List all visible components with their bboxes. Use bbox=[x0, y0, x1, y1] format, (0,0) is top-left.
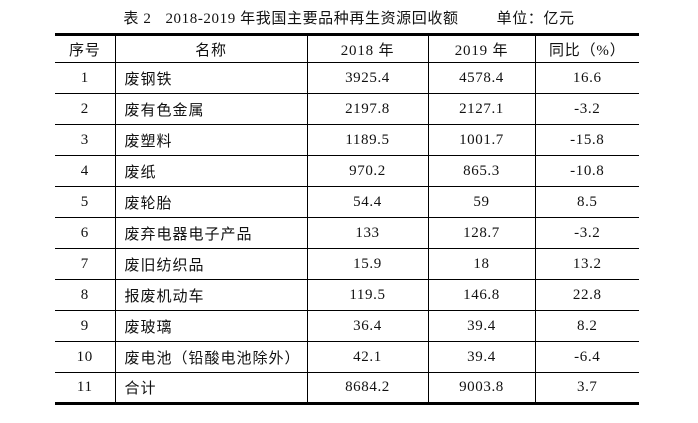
value-2018-cell: 970.2 bbox=[306, 155, 429, 187]
name-cell: 合计 bbox=[114, 372, 308, 404]
table-row: 7 废旧纺织品 15.9 18 13.2 bbox=[55, 248, 639, 280]
row-index-cell: 1 bbox=[55, 62, 116, 94]
row-index-cell: 3 bbox=[55, 124, 116, 156]
value-2018-cell: 3925.4 bbox=[306, 62, 429, 94]
yoy-cell: -3.2 bbox=[534, 93, 639, 125]
name-cell: 废旧纺织品 bbox=[114, 248, 308, 280]
value-2018-cell: 8684.2 bbox=[306, 372, 429, 404]
row-index-cell: 7 bbox=[55, 248, 116, 280]
value-2018-cell: 2197.8 bbox=[306, 93, 429, 125]
table-row: 6 废弃电器电子产品 133 128.7 -3.2 bbox=[55, 217, 639, 249]
value-2019-cell: 9003.8 bbox=[427, 372, 536, 404]
name-cell: 废钢铁 bbox=[114, 62, 308, 94]
name-cell: 报废机动车 bbox=[114, 279, 308, 311]
row-index-cell: 6 bbox=[55, 217, 116, 249]
row-index-cell: 10 bbox=[55, 341, 116, 373]
value-2019-cell: 2127.1 bbox=[427, 93, 536, 125]
table-header-row: 序号 名称 2018 年 2019 年 同比（%） bbox=[55, 34, 639, 63]
yoy-cell: 13.2 bbox=[534, 248, 639, 280]
value-2019-cell: 146.8 bbox=[427, 279, 536, 311]
table-row: 5 废轮胎 54.4 59 8.5 bbox=[55, 186, 639, 218]
table-caption-title: 2018-2019 年我国主要品种再生资源回收额 bbox=[165, 11, 459, 27]
value-2018-cell: 15.9 bbox=[306, 248, 429, 280]
value-2019-cell: 39.4 bbox=[427, 310, 536, 342]
table-row: 9 废玻璃 36.4 39.4 8.2 bbox=[55, 310, 639, 342]
name-cell: 废塑料 bbox=[114, 124, 308, 156]
table-caption-unit: 单位：亿元 bbox=[496, 11, 575, 27]
row-index-cell: 8 bbox=[55, 279, 116, 311]
value-2019-cell: 18 bbox=[427, 248, 536, 280]
table-row: 11 合计 8684.2 9003.8 3.7 bbox=[55, 372, 639, 404]
yoy-cell: 16.6 bbox=[534, 62, 639, 94]
table-caption-label: 表 2 bbox=[123, 11, 152, 27]
value-2019-cell: 39.4 bbox=[427, 341, 536, 373]
table-row: 8 报废机动车 119.5 146.8 22.8 bbox=[55, 279, 639, 311]
name-cell: 废纸 bbox=[114, 155, 308, 187]
yoy-cell: -10.8 bbox=[534, 155, 639, 187]
yoy-cell: -15.8 bbox=[534, 124, 639, 156]
table-row: 2 废有色金属 2197.8 2127.1 -3.2 bbox=[55, 93, 639, 125]
value-2018-cell: 119.5 bbox=[306, 279, 429, 311]
yoy-cell: -6.4 bbox=[534, 341, 639, 373]
value-2018-cell: 133 bbox=[306, 217, 429, 249]
yoy-cell: 8.5 bbox=[534, 186, 639, 218]
row-index-cell: 9 bbox=[55, 310, 116, 342]
yoy-cell: -3.2 bbox=[534, 217, 639, 249]
header-year-2019: 2019 年 bbox=[427, 34, 536, 63]
table-row: 4 废纸 970.2 865.3 -10.8 bbox=[55, 155, 639, 187]
name-cell: 废弃电器电子产品 bbox=[114, 217, 308, 249]
table-row: 3 废塑料 1189.5 1001.7 -15.8 bbox=[55, 124, 639, 156]
row-index-cell: 5 bbox=[55, 186, 116, 218]
name-cell: 废有色金属 bbox=[114, 93, 308, 125]
value-2019-cell: 128.7 bbox=[427, 217, 536, 249]
row-index-cell: 2 bbox=[55, 93, 116, 125]
yoy-cell: 3.7 bbox=[534, 372, 639, 404]
name-cell: 废轮胎 bbox=[114, 186, 308, 218]
row-index-cell: 11 bbox=[55, 372, 116, 404]
value-2018-cell: 1189.5 bbox=[306, 124, 429, 156]
value-2019-cell: 4578.4 bbox=[427, 62, 536, 94]
yoy-cell: 22.8 bbox=[534, 279, 639, 311]
value-2019-cell: 865.3 bbox=[427, 155, 536, 187]
header-year-2018: 2018 年 bbox=[306, 34, 429, 63]
table-body: 1 废钢铁 3925.4 4578.4 16.6 2 废有色金属 2197.8 2127.1 -3… bbox=[55, 62, 639, 404]
name-cell: 废玻璃 bbox=[114, 310, 308, 342]
table-caption: 表 2 2018-2019 年我国主要品种再生资源回收额 单位：亿元 bbox=[0, 7, 698, 28]
yoy-cell: 8.2 bbox=[534, 310, 639, 342]
table-row: 1 废钢铁 3925.4 4578.4 16.6 bbox=[55, 62, 639, 94]
value-2019-cell: 59 bbox=[427, 186, 536, 218]
value-2018-cell: 36.4 bbox=[306, 310, 429, 342]
row-index-cell: 4 bbox=[55, 155, 116, 187]
value-2018-cell: 54.4 bbox=[306, 186, 429, 218]
value-2019-cell: 1001.7 bbox=[427, 124, 536, 156]
name-cell: 废电池（铅酸电池除外） bbox=[114, 341, 308, 373]
table-row: 10 废电池（铅酸电池除外） 42.1 39.4 -6.4 bbox=[55, 341, 639, 373]
header-yoy: 同比（%） bbox=[534, 34, 639, 63]
header-index: 序号 bbox=[55, 34, 116, 63]
recycling-data-table: 序号 名称 2018 年 2019 年 同比（%） 1 废钢铁 3925.4 4578… bbox=[55, 33, 639, 405]
value-2018-cell: 42.1 bbox=[306, 341, 429, 373]
header-name: 名称 bbox=[114, 34, 308, 63]
